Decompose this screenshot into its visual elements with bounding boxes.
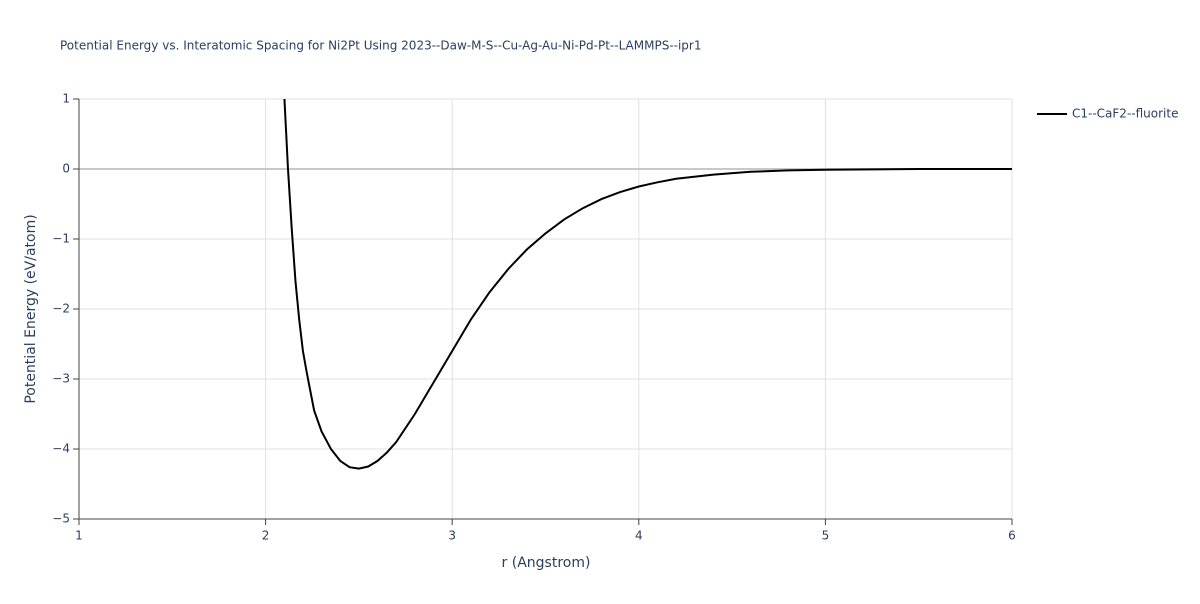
y-axis-label: Potential Energy (eV/atom) bbox=[23, 214, 39, 403]
axes: 1 2 3 4 5 6 1 0 −1 −2 −3 −4 −5 bbox=[52, 92, 1016, 543]
legend-label: C1--CaF2--fluorite bbox=[1072, 107, 1178, 121]
y-tick-label: −5 bbox=[52, 512, 70, 526]
y-tick-label: −2 bbox=[52, 302, 70, 316]
x-tick-label: 5 bbox=[822, 529, 830, 543]
y-tick-label: −1 bbox=[52, 232, 70, 246]
y-tick-label: 0 bbox=[62, 162, 70, 176]
x-tick-label: 3 bbox=[448, 529, 456, 543]
y-tick-label: 1 bbox=[62, 92, 70, 106]
grid bbox=[78, 98, 1013, 520]
chart-title: Potential Energy vs. Interatomic Spacing… bbox=[60, 39, 702, 53]
x-tick-label: 2 bbox=[262, 529, 270, 543]
x-tick-label: 4 bbox=[635, 529, 643, 543]
y-tick-label: −4 bbox=[52, 442, 70, 456]
line-series bbox=[283, 99, 1012, 470]
plot-area bbox=[283, 99, 1012, 470]
y-tick-label: −3 bbox=[52, 372, 70, 386]
x-tick-label: 1 bbox=[75, 529, 83, 543]
x-axis-label: r (Angstrom) bbox=[502, 555, 591, 571]
x-tick-label: 6 bbox=[1008, 529, 1016, 543]
